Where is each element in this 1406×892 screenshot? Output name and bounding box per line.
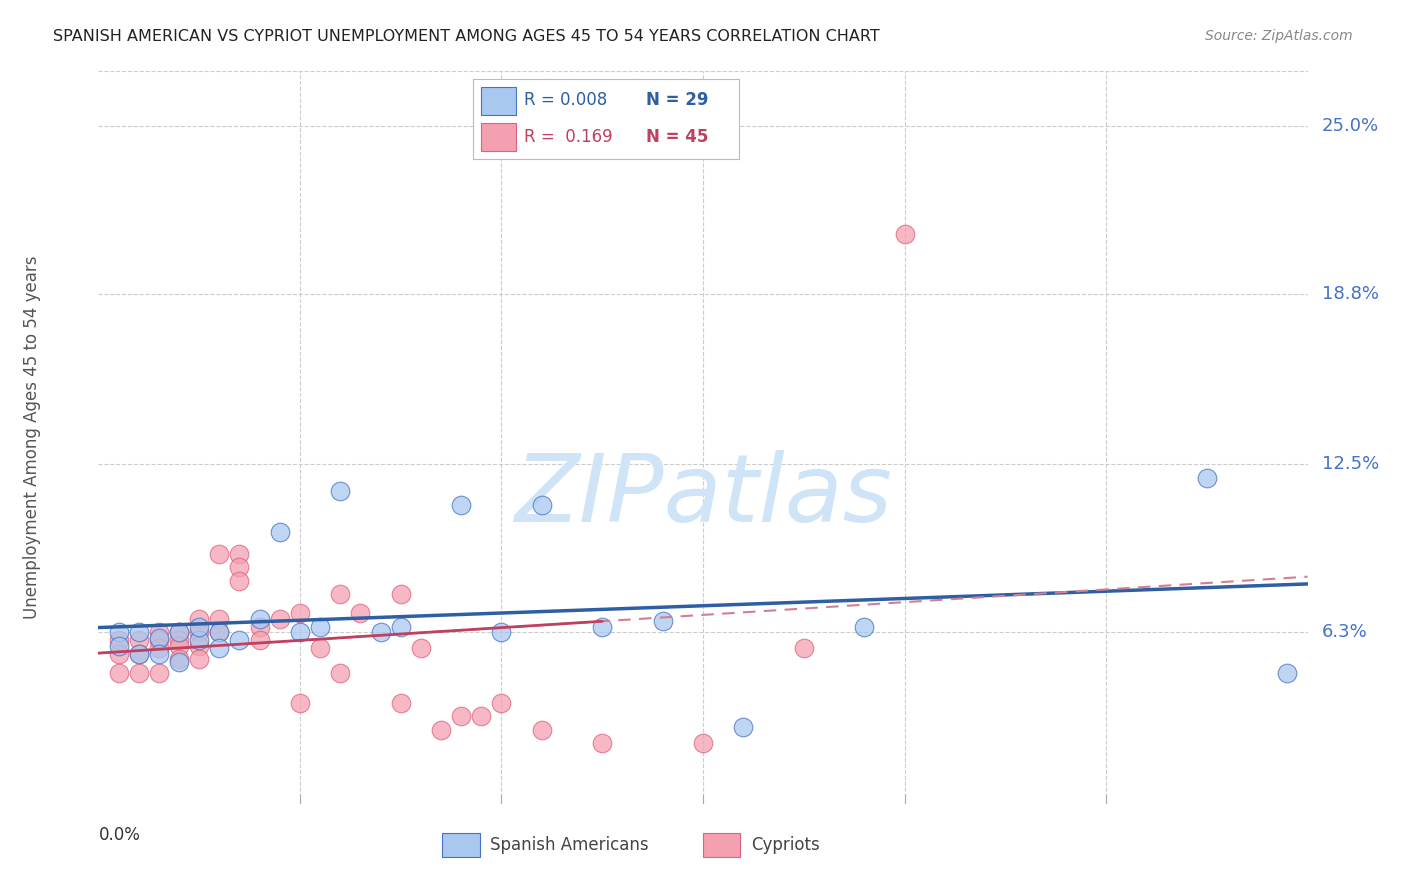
Point [249,611,271,625]
Point [128,665,150,680]
Text: 0.0%: 0.0% [98,826,141,844]
Point [389,696,412,710]
Point [288,625,311,640]
Point [1195,471,1218,485]
Point [188,639,211,653]
Point [208,641,231,656]
Point [107,633,129,648]
Point [591,736,613,750]
Point [329,484,352,499]
Text: SPANISH AMERICAN VS CYPRIOT UNEMPLOYMENT AMONG AGES 45 TO 54 YEARS CORRELATION C: SPANISH AMERICAN VS CYPRIOT UNEMPLOYMENT… [53,29,880,44]
Point [167,625,190,640]
Point [107,647,129,661]
Point [288,696,311,710]
Text: 12.5%: 12.5% [1322,455,1379,473]
Point [128,633,150,648]
Point [530,498,553,512]
Point [733,720,755,734]
Point [651,615,673,629]
Point [208,547,231,561]
Point [107,625,129,640]
Point [128,647,150,661]
Point [167,655,190,669]
Point [228,633,250,648]
Text: 25.0%: 25.0% [1322,117,1379,135]
Text: 6.3%: 6.3% [1322,624,1368,641]
Point [208,611,231,625]
Point [491,625,513,640]
Point [692,736,714,750]
Point [188,611,211,625]
Point [167,652,190,666]
Point [491,696,513,710]
Point [148,633,170,648]
Point [389,620,412,634]
Point [389,587,412,601]
Point [591,620,613,634]
Point [853,620,876,634]
Point [188,620,211,634]
Point [188,652,211,666]
Point [309,620,332,634]
Point [167,639,190,653]
Point [128,625,150,640]
Point [530,723,553,737]
Point [107,665,129,680]
Point [470,709,492,723]
Text: Unemployment Among Ages 45 to 54 years: Unemployment Among Ages 45 to 54 years [22,255,41,619]
Point [148,665,170,680]
Point [167,625,190,640]
Point [409,641,432,656]
Point [349,606,371,620]
Point [208,625,231,640]
Point [107,639,129,653]
Point [228,574,250,588]
Point [329,587,352,601]
Point [793,641,815,656]
Point [269,524,291,539]
Text: 18.8%: 18.8% [1322,285,1379,302]
Point [249,620,271,634]
Point [288,606,311,620]
Text: Source: ZipAtlas.com: Source: ZipAtlas.com [1205,29,1353,43]
Point [148,631,170,645]
Point [228,547,250,561]
Point [208,625,231,640]
Point [269,611,291,625]
Point [128,647,150,661]
Point [430,723,453,737]
Point [893,227,915,241]
Point [148,625,170,640]
Point [329,665,352,680]
Point [167,633,190,648]
Point [370,625,392,640]
Point [450,709,472,723]
Point [1277,665,1299,680]
Point [309,641,332,656]
Point [148,641,170,656]
Point [148,647,170,661]
Point [228,560,250,574]
Point [188,633,211,648]
Text: ZIPatlas: ZIPatlas [515,450,891,541]
Point [450,498,472,512]
Point [249,633,271,648]
Point [188,625,211,640]
